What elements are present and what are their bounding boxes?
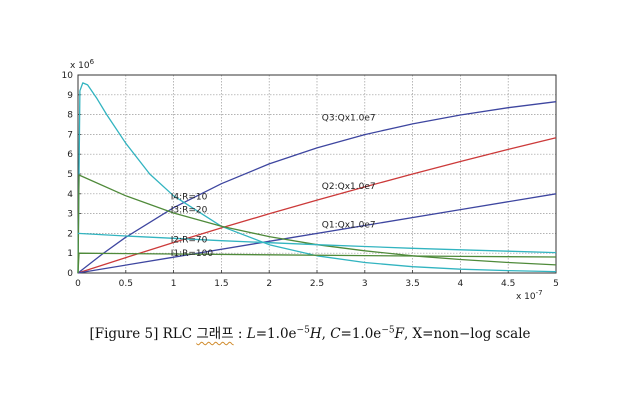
inductance-exponent: −5 <box>296 325 310 336</box>
y-tick-label: 6 <box>67 150 73 160</box>
y-tick-label: 5 <box>67 170 73 180</box>
y-tick-label: 3 <box>67 210 73 220</box>
series-line <box>77 137 557 274</box>
x-tick-label: 2 <box>266 279 272 289</box>
x-tick-label: 0 <box>75 279 81 289</box>
y-tick-label: 4 <box>67 190 73 200</box>
x-axis-multiplier: x 10-7 <box>516 289 543 302</box>
x-tick-label: 1.5 <box>214 279 228 289</box>
y-tick-label: 10 <box>62 71 74 81</box>
tick-marks: 0 0.5 1 1.5 2 2.5 3 3.5 4 4.5 5 0 1 2 3 4 5 6 7 8 9 10 <box>62 71 559 289</box>
curve-labels: Q3:Qx1.0e7 Q2:Qx1.0e7 Q1:Qx1.0e7 I4:R=10 I3:… <box>171 114 376 260</box>
y-axis-multiplier-exponent: 6 <box>90 58 95 66</box>
x-tick-label: 3.5 <box>405 279 419 289</box>
x-tick-label: 0.5 <box>119 279 133 289</box>
inductance-unit: H <box>309 326 322 342</box>
y-axis-multiplier: x 106 <box>70 58 95 71</box>
series-line <box>77 174 557 274</box>
series-line <box>77 82 557 274</box>
inductance-value: =1.0e <box>255 326 297 342</box>
x-tick-label: 1 <box>171 279 177 289</box>
x-tick-label: 4.5 <box>501 279 515 289</box>
y-tick-label: 8 <box>67 111 73 121</box>
x-tick-label: 5 <box>553 279 559 289</box>
x-tick-label: 4 <box>458 279 464 289</box>
caption-korean-word: 그래프 <box>196 326 234 342</box>
curve-label: Q1:Qx1.0e7 <box>322 220 376 230</box>
figure-caption: [Figure 5] RLC 그래프 : L=1.0e−5H, C=1.0e−5… <box>0 322 620 343</box>
curve-label: I1:R=100 <box>171 249 214 259</box>
series-line <box>77 232 557 254</box>
y-tick-label: 1 <box>67 249 73 259</box>
curves <box>77 82 557 274</box>
x-tick-label: 3 <box>362 279 368 289</box>
capacitance-value: =1.0e <box>340 326 382 342</box>
curve-label: I4:R=10 <box>171 193 208 203</box>
capacitance-symbol: C <box>330 326 341 342</box>
capacitance-exponent: −5 <box>381 325 395 336</box>
series-line <box>77 193 557 274</box>
caption-separator: , <box>321 326 331 342</box>
inductance-symbol: L <box>246 326 256 342</box>
curve-label: I2:R=70 <box>171 235 208 245</box>
curve-label: Q2:Qx1.0e7 <box>322 182 376 192</box>
x-axis-multiplier-exponent: -7 <box>536 289 543 297</box>
series-line <box>77 101 557 274</box>
y-tick-label: 0 <box>67 269 73 279</box>
curve-label: Q3:Qx1.0e7 <box>322 114 376 124</box>
caption-colon: : <box>233 326 247 342</box>
series-line <box>77 252 557 274</box>
caption-suffix: , X=non−log scale <box>403 326 531 342</box>
y-tick-label: 2 <box>67 229 73 239</box>
curve-label: I3:R=20 <box>171 206 208 216</box>
x-tick-label: 2.5 <box>310 279 324 289</box>
caption-prefix: [Figure 5] RLC <box>89 326 197 342</box>
y-tick-label: 9 <box>67 91 73 101</box>
y-tick-label: 7 <box>67 130 73 140</box>
capacitance-unit: F <box>394 326 404 342</box>
